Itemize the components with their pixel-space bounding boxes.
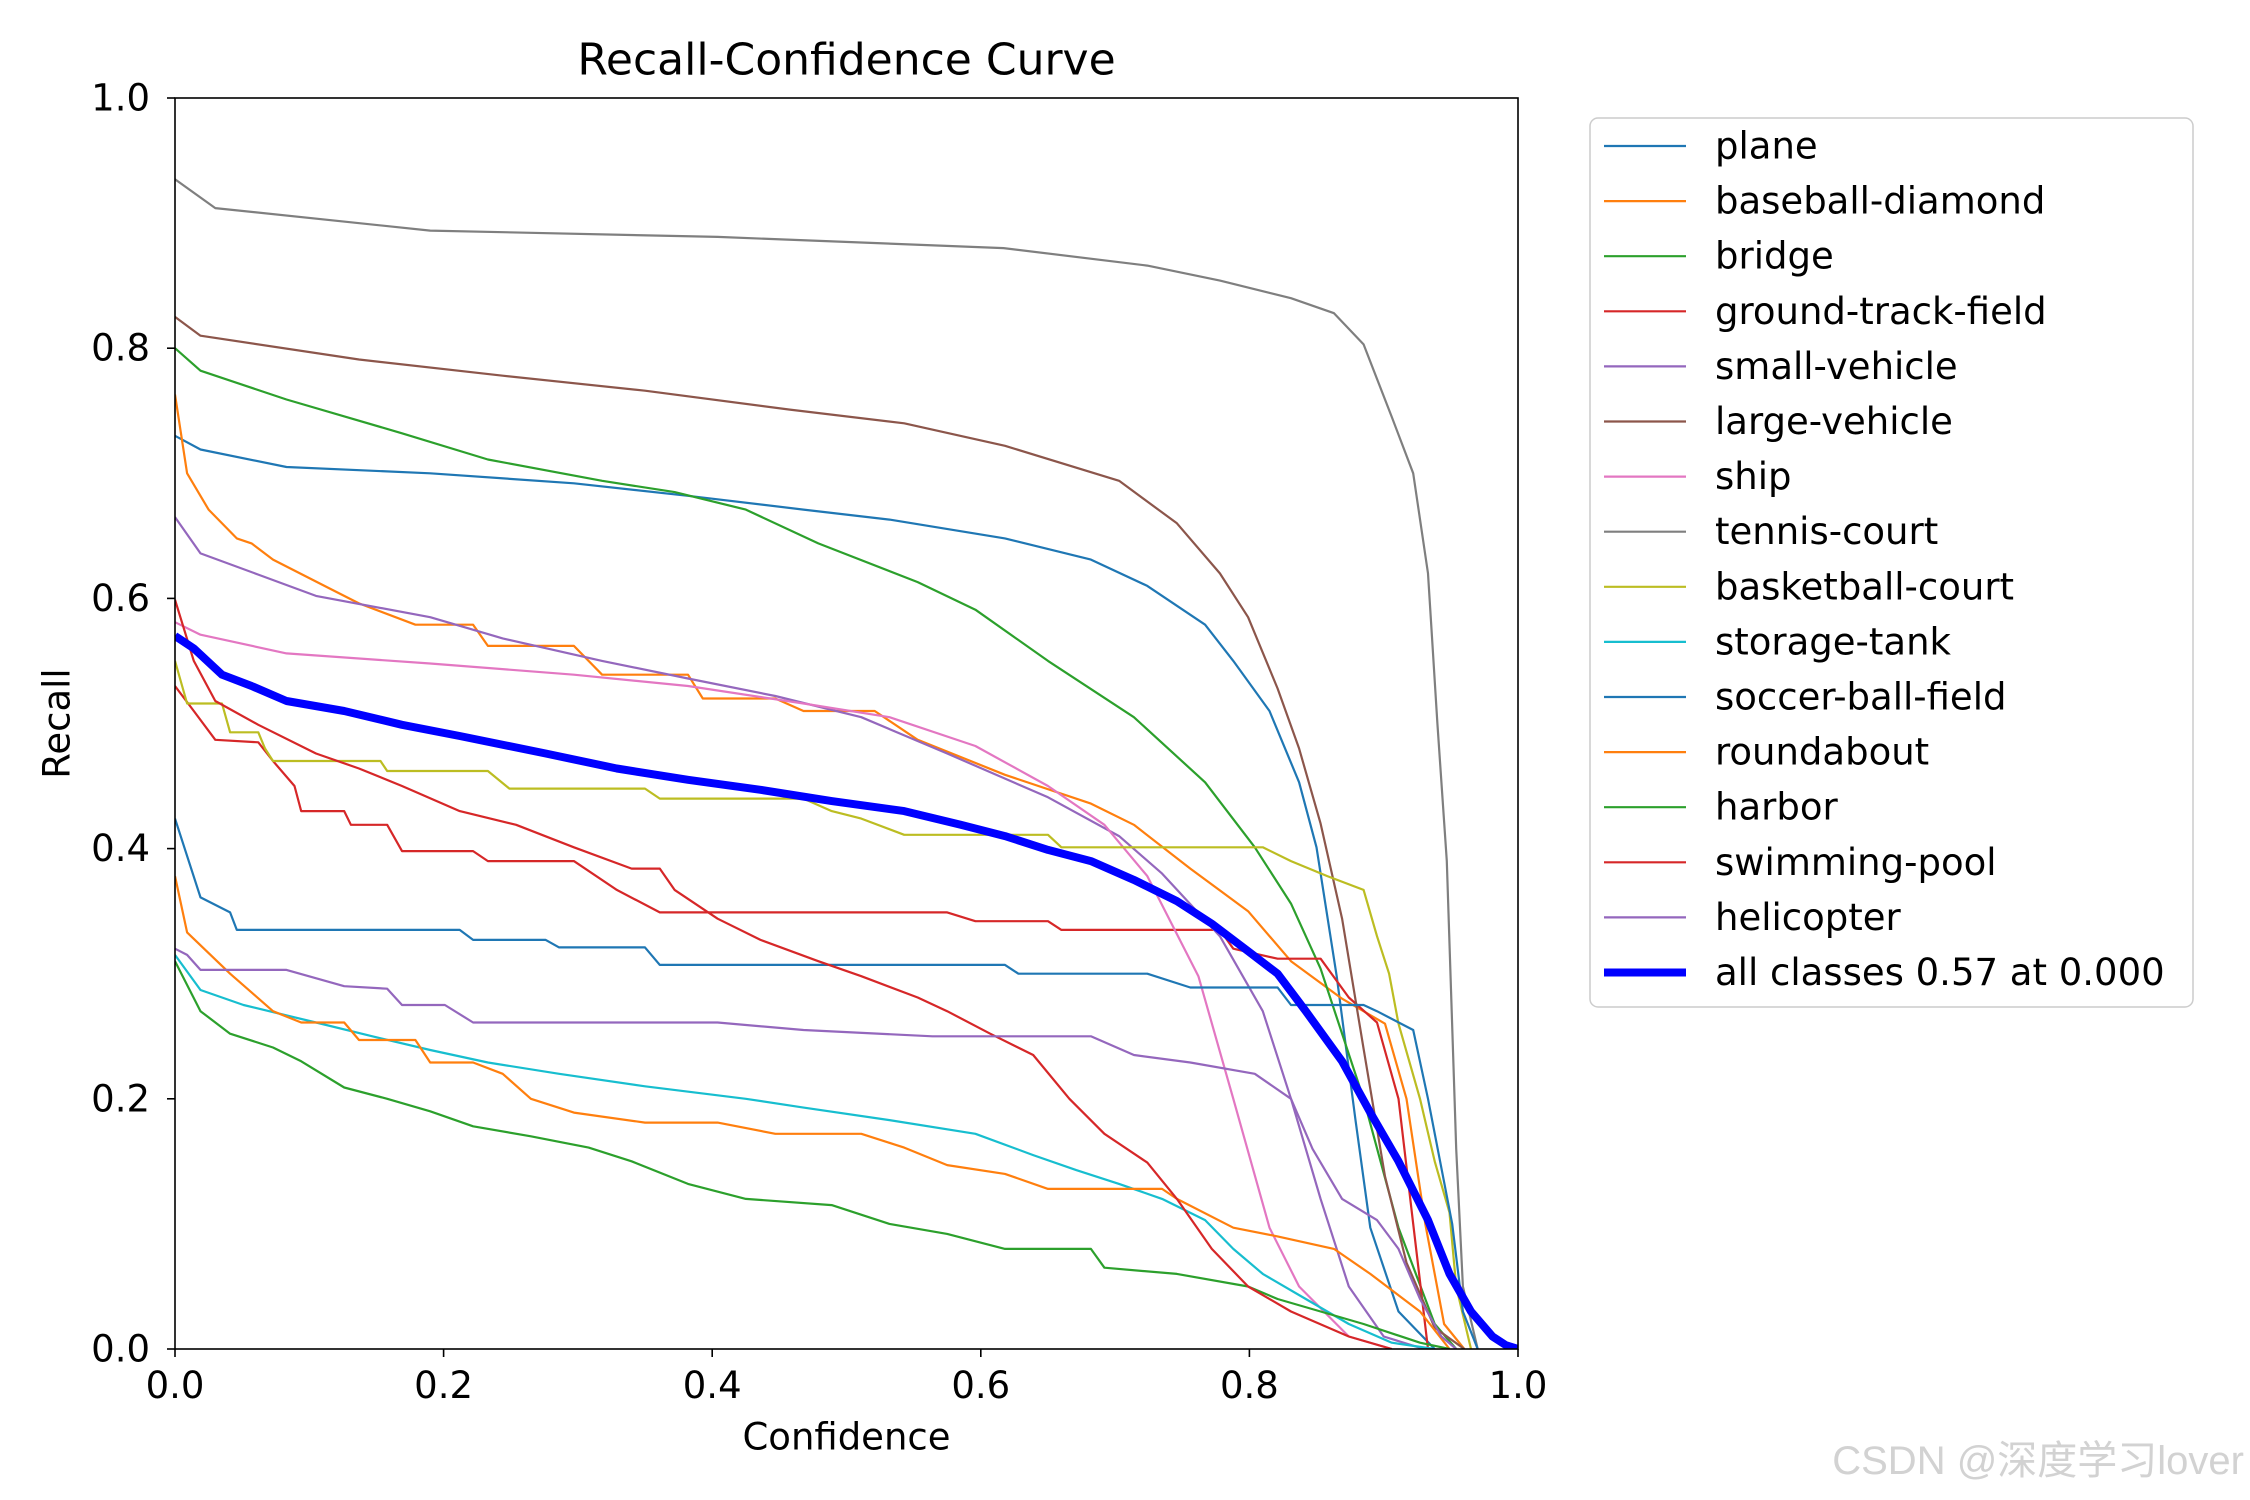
series-line-ground-track-field xyxy=(175,685,1430,1349)
legend-label: ship xyxy=(1715,455,1792,498)
legend-entry-plane: plane xyxy=(1604,125,1818,168)
legend-label: tennis-court xyxy=(1715,510,1938,553)
legend-label: ground-track-field xyxy=(1715,290,2047,333)
legend-label: all classes 0.57 at 0.000 xyxy=(1715,951,2165,994)
legend-label: harbor xyxy=(1715,786,1838,829)
legend-label: helicopter xyxy=(1715,896,1902,939)
legend-label: bridge xyxy=(1715,235,1834,278)
legend-entry-ground-track-field: ground-track-field xyxy=(1604,290,2047,333)
y-tick-label: 0.8 xyxy=(91,327,150,370)
legend-entry-small-vehicle: small-vehicle xyxy=(1604,345,1958,388)
legend-frame xyxy=(1589,117,2194,1008)
legend-entry-storage-tank: storage-tank xyxy=(1604,620,1952,663)
legend-entry-basketball-court: basketball-court xyxy=(1604,565,2014,608)
legend-label: soccer-ball-field xyxy=(1715,676,2006,719)
y-tick-label: 1.0 xyxy=(91,77,150,120)
x-axis-ticks: 0.0 0.2 0.4 0.6 0.8 1.0 xyxy=(146,1349,1548,1407)
legend-label: small-vehicle xyxy=(1715,345,1958,388)
series-line-ship xyxy=(175,621,1393,1349)
plot-frame xyxy=(174,97,1519,1350)
series-line-swimming-pool xyxy=(175,599,1393,1349)
series-lines xyxy=(175,178,1518,1349)
watermark-text: CSDN @深度学习lover xyxy=(1832,1439,2244,1483)
legend-entry-ship: ship xyxy=(1604,455,1792,498)
series-line-helicopter xyxy=(175,947,1457,1349)
x-tick-label: 0.6 xyxy=(951,1364,1010,1407)
y-tick-label: 0.4 xyxy=(91,827,150,870)
x-tick-label: 1.0 xyxy=(1489,1364,1548,1407)
y-tick-label: 0.6 xyxy=(91,577,150,620)
series-line-large-vehicle xyxy=(175,316,1465,1349)
series-line-bridge xyxy=(175,347,1458,1349)
legend-label: swimming-pool xyxy=(1715,841,1997,884)
series-line-tennis-court xyxy=(175,178,1479,1349)
y-tick-label: 0.2 xyxy=(91,1077,150,1120)
legend-entry-all-classes-0-57-at-0-000: all classes 0.57 at 0.000 xyxy=(1604,951,2165,994)
series-line-all-classes-0-57-at-0-000 xyxy=(175,632,1518,1349)
legend-label: large-vehicle xyxy=(1715,400,1953,443)
series-line-basketball-court xyxy=(175,660,1473,1349)
x-tick-label: 0.2 xyxy=(414,1364,473,1407)
x-tick-label: 0.8 xyxy=(1220,1364,1279,1407)
legend-label: basketball-court xyxy=(1715,565,2014,608)
legend-entry-bridge: bridge xyxy=(1604,235,1834,278)
series-line-storage-tank xyxy=(175,954,1435,1349)
legend-label: plane xyxy=(1715,125,1818,168)
y-axis-ticks: 0.0 0.2 0.4 0.6 0.8 1.0 xyxy=(91,77,175,1371)
legend-label: roundabout xyxy=(1715,731,1929,774)
legend-label: baseball-diamond xyxy=(1715,180,2045,223)
series-line-soccer-ball-field xyxy=(175,818,1479,1349)
y-tick-label: 0.0 xyxy=(91,1328,150,1371)
legend-entry-swimming-pool: swimming-pool xyxy=(1604,841,1997,884)
x-axis-label: Confidence xyxy=(742,1416,950,1459)
legend-entry-roundabout: roundabout xyxy=(1604,731,1929,774)
series-line-roundabout xyxy=(175,875,1451,1349)
legend-entry-harbor: harbor xyxy=(1604,786,1838,829)
x-tick-label: 0.0 xyxy=(146,1364,205,1407)
legend-entry-soccer-ball-field: soccer-ball-field xyxy=(1604,676,2006,719)
series-line-harbor xyxy=(175,960,1450,1349)
legend: plane baseball-diamond bridge ground-track-… xyxy=(1589,117,2194,1008)
legend-entry-baseball-diamond: baseball-diamond xyxy=(1604,180,2045,223)
legend-entries: plane baseball-diamond bridge ground-track-… xyxy=(1604,125,2165,994)
chart-title: Recall-Confidence Curve xyxy=(577,35,1115,86)
legend-entry-helicopter: helicopter xyxy=(1604,896,1902,939)
legend-entry-tennis-court: tennis-court xyxy=(1604,510,1938,553)
series-line-small-vehicle xyxy=(175,516,1425,1349)
legend-label: storage-tank xyxy=(1715,620,1952,663)
y-axis-label: Recall xyxy=(36,668,79,778)
legend-entry-large-vehicle: large-vehicle xyxy=(1604,400,1953,443)
x-tick-label: 0.4 xyxy=(683,1364,742,1407)
